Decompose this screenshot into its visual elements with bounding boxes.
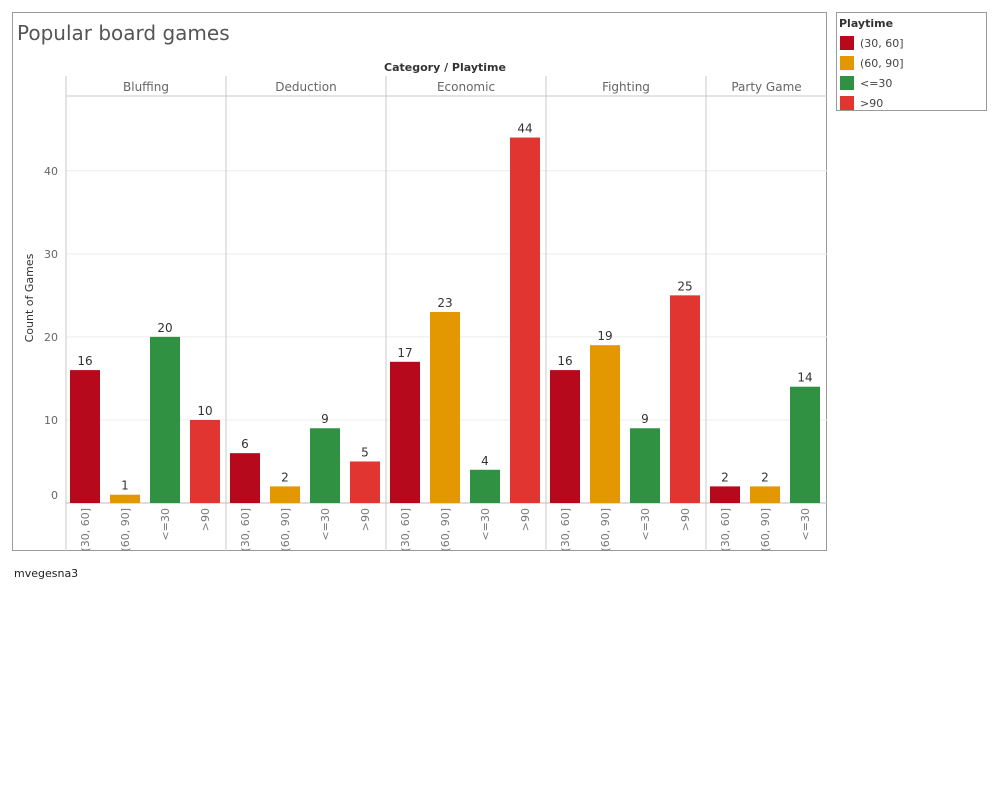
x-tick-label: >90 <box>679 508 692 531</box>
legend-swatch <box>840 76 854 90</box>
bar <box>790 386 820 503</box>
bar <box>310 428 340 503</box>
bar-chart: Category / Playtime 0 10 20 30 40 Count of Gam… <box>23 61 827 552</box>
y-tick-label: 20 <box>44 331 58 344</box>
category-header-party-game: Party Game <box>731 80 801 94</box>
bar <box>510 137 540 503</box>
bar <box>670 295 700 503</box>
x-tick-label: <=30 <box>799 508 812 540</box>
bar <box>230 453 260 503</box>
bar <box>630 428 660 503</box>
data-label: 10 <box>197 404 212 418</box>
legend-swatch <box>840 96 854 110</box>
x-tick-label: <=30 <box>479 508 492 540</box>
category-header-economic: Economic <box>437 80 495 94</box>
data-label: 9 <box>641 412 649 426</box>
bar <box>550 370 580 503</box>
data-label: 4 <box>481 454 489 468</box>
bar <box>150 336 180 503</box>
chart-title: Popular board games <box>17 21 230 45</box>
data-label: 9 <box>321 412 329 426</box>
legend-item-30-60[interactable]: (30, 60] <box>840 34 904 52</box>
x-tick-label: (60, 90] <box>279 508 292 552</box>
bar <box>390 361 420 503</box>
bar <box>110 494 140 503</box>
bar <box>190 419 220 503</box>
data-label: 17 <box>397 346 412 360</box>
bar <box>270 486 300 503</box>
x-tick-label: >90 <box>519 508 532 531</box>
x-tick-label: (30, 60] <box>239 508 252 552</box>
category-header-deduction: Deduction <box>275 80 336 94</box>
legend-item-60-90[interactable]: (60, 90] <box>840 54 904 72</box>
x-tick-label: (60, 90] <box>599 508 612 552</box>
legend-swatch <box>840 36 854 50</box>
caption: mvegesna3 <box>14 567 79 580</box>
x-tick-label: >90 <box>199 508 212 531</box>
header-label: Category / Playtime <box>384 61 506 74</box>
x-tick-label: (30, 60] <box>79 508 92 552</box>
legend: Playtime (30, 60] (60, 90] <=30 >90 <box>836 12 987 111</box>
bar <box>750 486 780 503</box>
y-tick-label: 10 <box>44 414 58 427</box>
bar <box>430 311 460 503</box>
data-label: 2 <box>721 470 729 484</box>
legend-label: <=30 <box>860 76 893 90</box>
data-label: 5 <box>361 445 369 459</box>
x-tick-label: (60, 90] <box>759 508 772 552</box>
x-tick-label: (30, 60] <box>559 508 572 552</box>
y-axis-title: Count of Games <box>23 253 36 342</box>
bar <box>70 370 100 503</box>
data-label: 6 <box>241 437 249 451</box>
bar <box>710 486 740 503</box>
data-label: 2 <box>281 470 289 484</box>
data-label: 16 <box>77 354 92 368</box>
data-label: 19 <box>597 329 612 343</box>
data-label: 14 <box>797 371 812 385</box>
x-tick-label: (30, 60] <box>399 508 412 552</box>
data-label: 23 <box>437 296 452 310</box>
y-tick-label: 40 <box>44 165 58 178</box>
legend-item-gt-90[interactable]: >90 <box>840 94 883 112</box>
x-tick-label: <=30 <box>639 508 652 540</box>
x-tick-label: >90 <box>359 508 372 531</box>
bar <box>470 469 500 503</box>
x-tick-label: (60, 90] <box>119 508 132 552</box>
data-label: 2 <box>761 470 769 484</box>
x-tick-label: <=30 <box>159 508 172 540</box>
y-tick-label: 0 <box>51 489 58 502</box>
data-label: 44 <box>517 122 532 136</box>
legend-label: (30, 60] <box>860 36 904 50</box>
bar <box>350 461 380 503</box>
data-label: 16 <box>557 354 572 368</box>
x-tick-label: (30, 60] <box>719 508 732 552</box>
legend-item-le-30[interactable]: <=30 <box>840 74 892 92</box>
x-tick-label: (60, 90] <box>439 508 452 552</box>
y-tick-label: 30 <box>44 248 58 261</box>
data-label: 25 <box>677 279 692 293</box>
x-tick-label: <=30 <box>319 508 332 540</box>
data-label: 20 <box>157 321 172 335</box>
legend-label: (60, 90] <box>860 56 904 70</box>
data-label: 1 <box>121 479 129 493</box>
bar <box>590 345 620 503</box>
legend-swatch <box>840 56 854 70</box>
legend-title: Playtime <box>839 17 894 30</box>
category-header-fighting: Fighting <box>602 80 650 94</box>
category-header-bluffing: Bluffing <box>123 80 169 94</box>
viz-frame <box>12 12 827 551</box>
legend-label: >90 <box>860 96 884 110</box>
